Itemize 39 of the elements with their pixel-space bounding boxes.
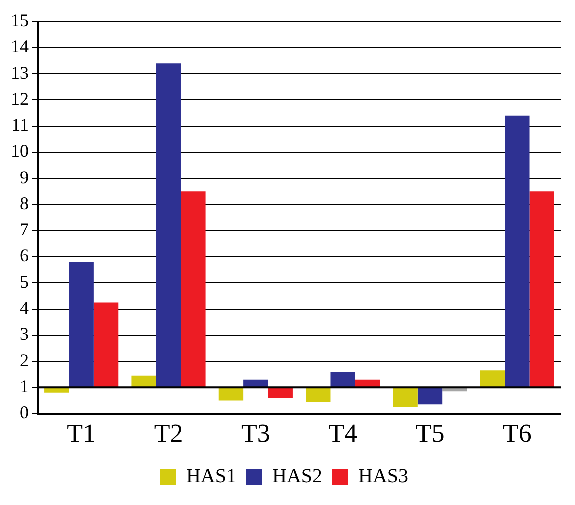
y-tick-label: 11 [12,115,29,136]
bar [156,64,182,388]
bar [268,388,293,398]
bar [132,376,156,388]
bar [393,388,418,408]
bar [218,388,244,401]
y-tick-label: 14 [11,36,29,57]
y-tick-label: 7 [20,220,29,240]
legend-label: HAS3 [358,465,409,488]
y-tick-label: 4 [20,298,29,318]
legend-label: HAS1 [186,465,236,488]
x-tick-label: T1 [67,419,96,448]
legend-label: HAS2 [272,465,323,488]
y-tick-label: 10 [11,141,29,162]
y-tick-label: 13 [11,62,29,83]
bar [530,192,554,388]
x-tick-label: T2 [154,419,184,448]
y-tick-label: 3 [20,324,29,344]
y-tick-label: 5 [20,272,29,292]
y-tick-label: 6 [20,246,29,266]
y-tick-label: 12 [11,88,29,109]
bar [480,370,506,388]
bar [330,372,356,388]
y-tick-label: 8 [20,193,29,214]
bar [181,192,206,388]
y-tick-label: 15 [11,10,29,31]
x-tick-label: T5 [416,419,445,448]
bar [69,262,94,388]
bar [94,302,119,388]
x-tick-label: T4 [328,419,358,448]
bar [306,388,331,402]
y-tick-label: 9 [20,167,29,188]
x-tick-label: T6 [502,419,532,448]
y-tick-label: 0 [20,402,29,423]
bar [505,116,530,388]
x-tick-label: T3 [241,419,270,448]
y-tick-label: 2 [20,350,29,370]
bar [418,388,443,405]
y-tick-label: 1 [20,376,29,396]
